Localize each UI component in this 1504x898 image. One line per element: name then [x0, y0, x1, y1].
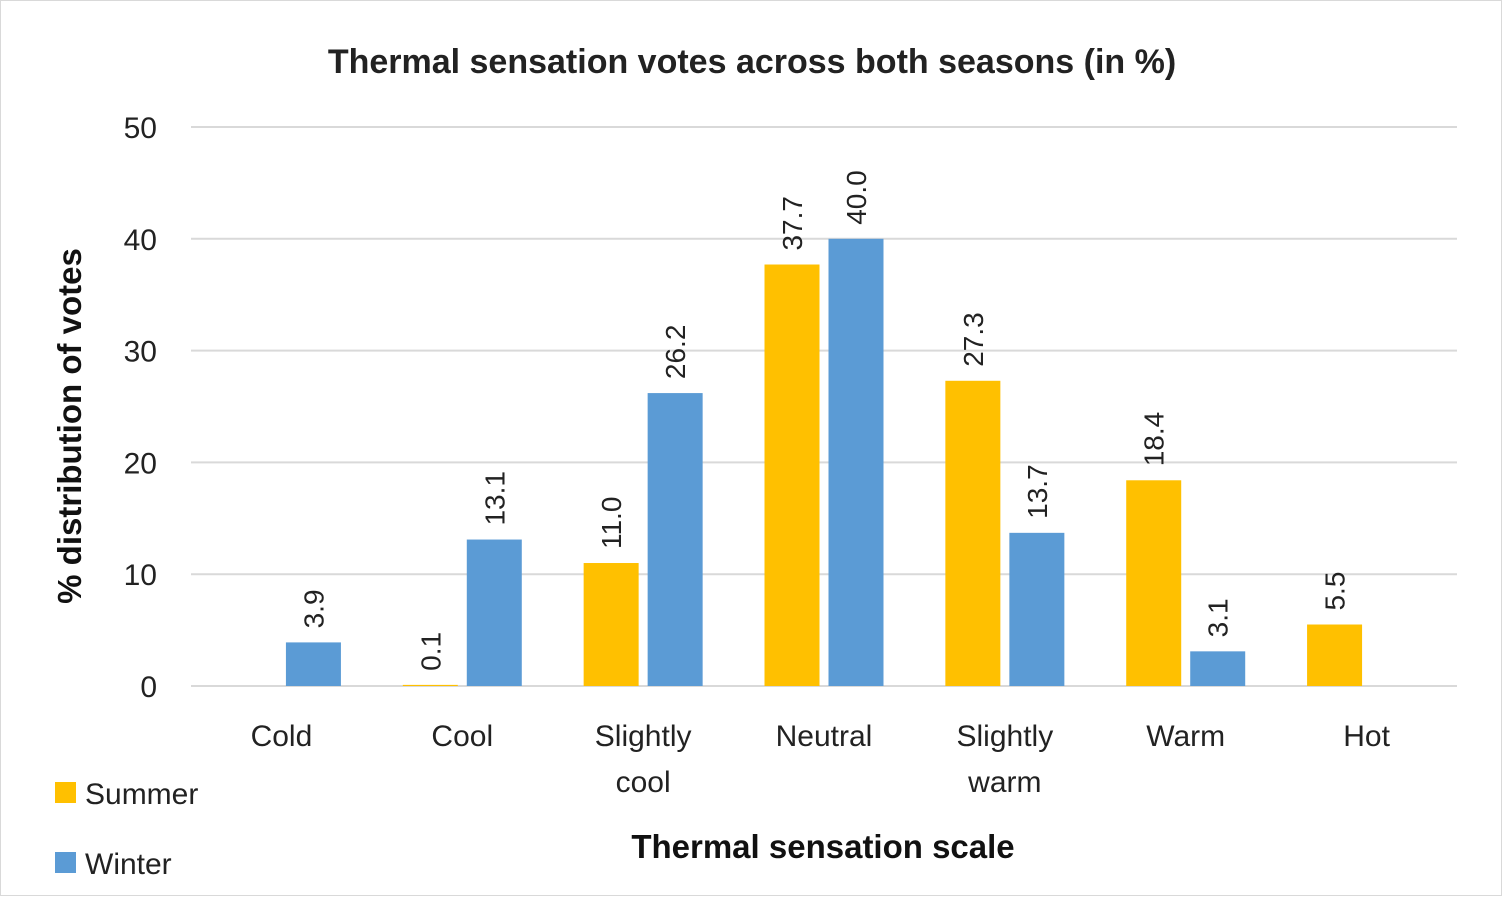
x-axis-categories: Cold Cool Slightly cool Neutral Slightly warm W… [251, 720, 1391, 799]
bar-winter [647, 393, 703, 686]
legend: Summer Winter [55, 778, 198, 881]
bar-winter [466, 539, 522, 686]
x-axis-title: Thermal sensation scale [631, 828, 1014, 865]
y-tick-label: 50 [124, 112, 157, 145]
data-label-winter: 26.2 [660, 325, 691, 380]
data-label-summer: 5.5 [1320, 572, 1351, 611]
data-label-winter: 13.1 [479, 471, 510, 526]
x-category-label: Slightly [595, 720, 692, 753]
data-label-summer: 37.7 [777, 196, 808, 251]
x-category-label: Cold [251, 720, 313, 753]
gridlines [191, 126, 1457, 687]
data-label-summer: 11.0 [596, 497, 627, 549]
y-axis-ticks: 0 10 20 30 40 50 [124, 112, 157, 704]
y-axis-title: % distribution of votes [51, 248, 88, 604]
bar-summer [402, 684, 458, 686]
data-label-summer: 27.3 [958, 312, 989, 367]
y-tick-label: 20 [124, 447, 157, 480]
data-label-winter: 3.1 [1203, 598, 1234, 637]
bar-summer [764, 264, 820, 686]
data-label-winter: 13.7 [1022, 464, 1053, 519]
x-category-label: warm [967, 766, 1041, 799]
x-category-label: Hot [1343, 720, 1390, 753]
data-label-winter: 3.9 [298, 589, 329, 628]
legend-swatch-winter [55, 852, 76, 873]
legend-swatch-summer [55, 782, 76, 803]
bar-winter [1009, 532, 1065, 686]
x-category-label: cool [616, 766, 671, 799]
bar-winter [828, 238, 884, 687]
chart-title: Thermal sensation votes across both seas… [328, 43, 1176, 81]
x-category-label: Slightly [956, 720, 1053, 753]
bar-winter [1190, 651, 1246, 686]
bar-summer [1126, 480, 1182, 686]
x-category-label: Neutral [776, 720, 873, 753]
bars [285, 238, 1363, 687]
data-label-summer: 18.4 [1139, 412, 1170, 467]
y-tick-label: 10 [124, 559, 157, 592]
data-labels: 0.1 11.0 37.7 27.3 18.4 5.5 3.9 13.1 26.2 40.0 13.… [298, 170, 1350, 671]
x-category-label: Warm [1146, 720, 1225, 753]
y-tick-label: 30 [124, 336, 157, 369]
data-label-winter: 40.0 [841, 170, 872, 225]
bar-summer [945, 380, 1001, 686]
bar-summer [1307, 624, 1363, 686]
x-category-label: Cool [431, 720, 493, 753]
legend-label-summer: Summer [85, 778, 198, 811]
data-label-summer: 0.1 [415, 632, 446, 671]
bar-summer [583, 563, 639, 686]
y-tick-label: 0 [140, 671, 157, 704]
y-tick-label: 40 [124, 224, 157, 257]
legend-label-winter: Winter [85, 848, 172, 881]
bar-winter [285, 642, 341, 686]
